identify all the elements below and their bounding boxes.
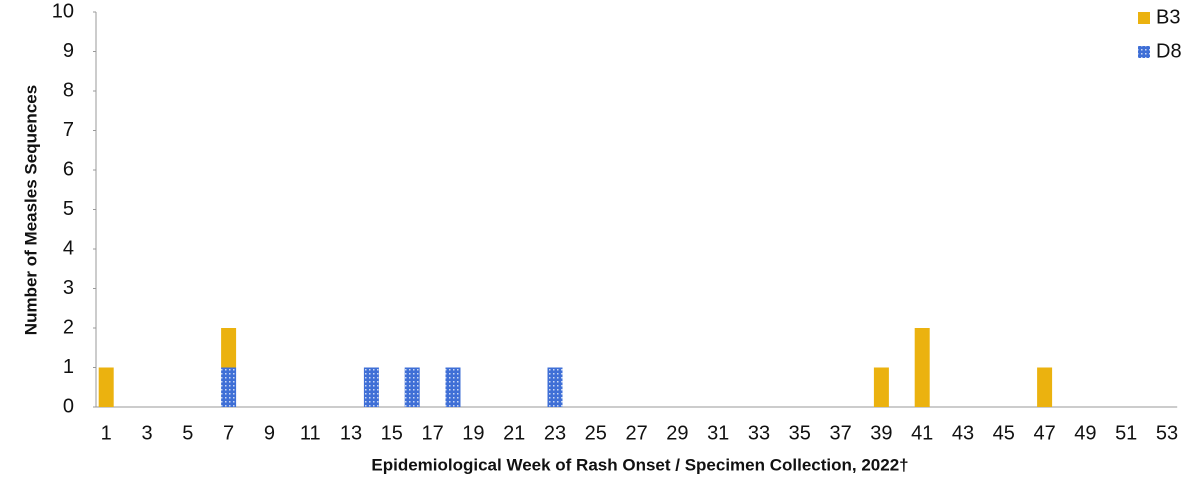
bar-segment [98,367,114,407]
x-tick-label: 3 [141,422,152,444]
x-tick-label: 9 [264,422,275,444]
x-tick-label: 25 [585,422,607,444]
bar-segment [873,367,889,407]
bar-segment [445,367,461,407]
bar-segment [547,367,563,407]
y-tick-label: 10 [52,0,74,22]
x-tick-label: 37 [829,422,851,444]
y-tick-label: 4 [63,237,74,259]
y-tick-label: 2 [63,316,74,338]
y-tick-label: 7 [63,119,74,141]
x-tick-label: 35 [789,422,811,444]
x-tick-label: 5 [182,422,193,444]
legend-label: D8 [1156,40,1182,62]
y-tick-label: 5 [63,198,74,220]
x-tick-label: 51 [1115,422,1137,444]
x-tick-label: 27 [625,422,647,444]
x-tick-label: 47 [1033,422,1055,444]
y-tick-label: 6 [63,158,74,180]
x-tick-label: 23 [544,422,566,444]
x-tick-label: 29 [666,422,688,444]
x-tick-label: 31 [707,422,729,444]
legend-swatch [1138,46,1150,58]
x-tick-label: 13 [340,422,362,444]
bar-segment [914,328,930,407]
x-tick-label: 43 [952,422,974,444]
legend-swatch [1138,12,1150,24]
bar-segment [1037,367,1053,407]
y-axis-title: Number of Measles Sequences [21,85,40,335]
y-tick-label: 9 [63,40,74,62]
x-tick-label: 21 [503,422,525,444]
x-tick-label: 11 [300,422,321,444]
y-tick-label: 1 [63,356,74,378]
x-tick-label: 7 [223,422,234,444]
x-axis-title: Epidemiological Week of Rash Onset / Spe… [371,455,908,474]
x-tick-label: 19 [462,422,484,444]
legend-label: B3 [1156,6,1180,28]
x-tick-label: 15 [381,422,403,444]
x-tick-label: 53 [1156,422,1178,444]
x-tick-label: 17 [421,422,443,444]
x-tick-label: 45 [993,422,1015,444]
bar-segment [221,328,237,368]
x-tick-label: 49 [1074,422,1096,444]
y-tick-label: 8 [63,79,74,101]
x-tick-label: 1 [101,422,112,444]
x-tick-label: 41 [911,422,933,444]
bar-segment [404,367,420,407]
bar-segment [363,367,379,407]
x-tick-label: 39 [870,422,892,444]
y-tick-label: 3 [63,277,74,299]
x-tick-label: 33 [748,422,770,444]
bar-segment [221,367,237,407]
y-tick-label: 0 [63,395,74,417]
